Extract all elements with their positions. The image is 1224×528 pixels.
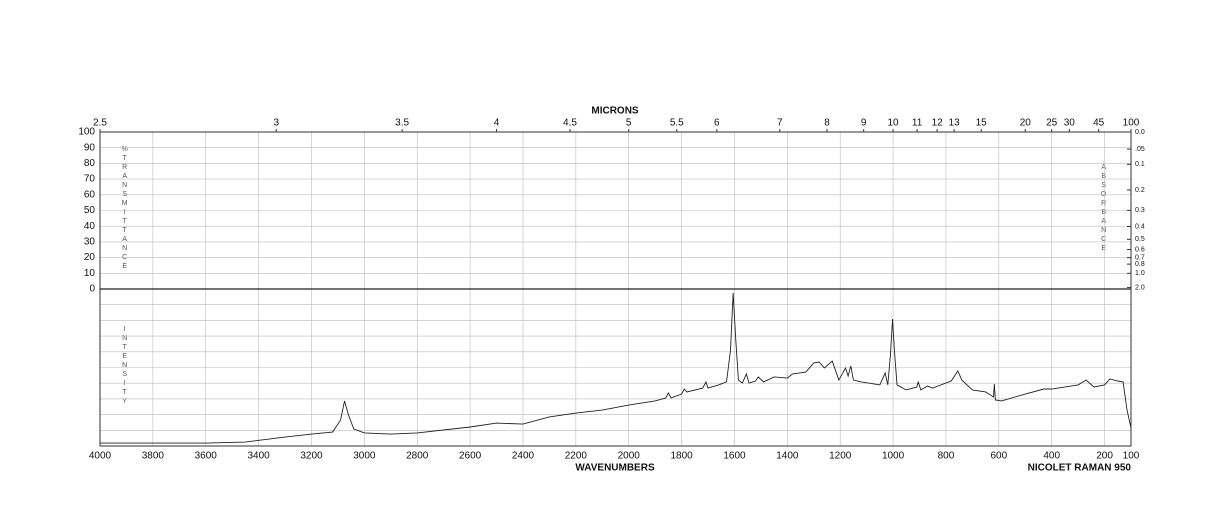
y2-axis-title: ABSORBANCE xyxy=(1100,164,1107,254)
y-tick-label: 40 xyxy=(84,221,96,232)
y2-tick-label: 0.0 xyxy=(1135,129,1145,136)
x-tick-label: 600 xyxy=(990,451,1007,462)
y-axis-title: %TRANSMITTANCE xyxy=(121,146,128,272)
instrument-label: NICOLET RAMAN 950 xyxy=(1028,463,1132,474)
x-tick-label: 1400 xyxy=(776,451,799,462)
x2-tick-label: 100 xyxy=(1123,118,1140,129)
x-tick-label: 800 xyxy=(938,451,955,462)
x-tick-label: 2600 xyxy=(459,451,482,462)
x2-tick-label: 4 xyxy=(494,118,500,129)
x-axis-title: WAVENUMBERS xyxy=(575,463,655,474)
x-tick-label: 100 xyxy=(1123,451,1140,462)
x-tick-label: 1600 xyxy=(723,451,746,462)
x-tick-label: 3400 xyxy=(247,451,270,462)
x2-tick-label: 20 xyxy=(1020,118,1032,129)
y2-tick-label: 0.3 xyxy=(1135,207,1145,214)
x-tick-label: 3200 xyxy=(300,451,323,462)
x2-axis-title: MICRONS xyxy=(591,106,639,117)
y-tick-label: 10 xyxy=(84,268,96,279)
x2-tick-label: 10 xyxy=(888,118,900,129)
x2-tick-label: 25 xyxy=(1046,118,1058,129)
x2-tick-label: 6 xyxy=(714,118,720,129)
x2-tick-label: 3.5 xyxy=(395,118,409,129)
x2-tick-label: 5.5 xyxy=(670,118,684,129)
y-tick-label: 80 xyxy=(84,158,96,169)
x-tick-label: 1200 xyxy=(829,451,852,462)
y2-tick-label: 2.0 xyxy=(1135,284,1145,291)
y2-tick-label: 0.1 xyxy=(1135,161,1145,168)
x2-tick-label: 9 xyxy=(861,118,867,129)
y-tick-label: 60 xyxy=(84,189,96,200)
x-tick-label: 3000 xyxy=(353,451,376,462)
y-tick-label: 0 xyxy=(89,284,95,295)
y2-tick-label: .05 xyxy=(1135,146,1145,153)
y2-tick-label: 0.8 xyxy=(1135,261,1145,268)
y2-tick-label: 0.5 xyxy=(1135,236,1145,243)
x-tick-label: 400 xyxy=(1043,451,1060,462)
x-tick-label: 2200 xyxy=(565,451,588,462)
x2-tick-label: 12 xyxy=(932,118,944,129)
x2-tick-label: 11 xyxy=(912,118,923,129)
y2-tick-label: 1.0 xyxy=(1135,270,1145,277)
x-tick-label: 200 xyxy=(1096,451,1113,462)
y-tick-label: 100 xyxy=(78,127,95,138)
x-tick-label: 4000 xyxy=(89,451,112,462)
y-tick-label: 70 xyxy=(84,174,96,185)
x2-tick-label: 3 xyxy=(273,118,279,129)
y2-tick-label: 0.4 xyxy=(1135,223,1145,230)
x-tick-label: 2000 xyxy=(618,451,641,462)
x2-tick-label: 30 xyxy=(1064,118,1076,129)
x2-tick-label: 15 xyxy=(976,118,988,129)
y2-tick-label: 0.7 xyxy=(1135,255,1145,262)
y-tick-label: 20 xyxy=(84,252,96,263)
intensity-axis-title: INTENSITY xyxy=(121,326,128,407)
x-tick-label: 2800 xyxy=(406,451,429,462)
x-tick-label: 1000 xyxy=(882,451,905,462)
x2-tick-label: 45 xyxy=(1093,118,1105,129)
y2-tick-label: 0.2 xyxy=(1135,187,1145,194)
x2-tick-label: 7 xyxy=(777,118,783,129)
x-tick-label: 3600 xyxy=(195,451,218,462)
x-tick-label: 1800 xyxy=(670,451,693,462)
y-tick-label: 50 xyxy=(84,205,96,216)
x2-tick-label: 4.5 xyxy=(563,118,577,129)
x2-tick-label: 5 xyxy=(626,118,632,129)
x2-tick-label: 13 xyxy=(949,118,961,129)
x2-tick-label: 8 xyxy=(824,118,830,129)
x2-tick-label: 2.5 xyxy=(93,118,107,129)
x-tick-label: 3800 xyxy=(142,451,165,462)
x-tick-label: 2400 xyxy=(512,451,535,462)
spectrum-line xyxy=(100,292,1132,444)
y-tick-label: 30 xyxy=(84,237,96,248)
y2-tick-label: 0.6 xyxy=(1135,246,1145,253)
y-tick-label: 90 xyxy=(84,142,96,153)
